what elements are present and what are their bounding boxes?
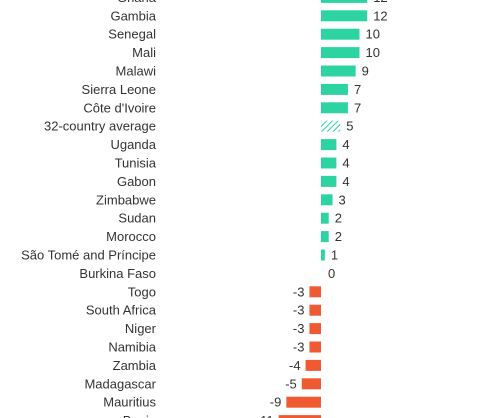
value-label: -11 [256,413,274,418]
category-label: Benin [123,413,156,418]
value-label: -3 [293,340,305,355]
category-label: Côte d'Ivoire [83,100,156,115]
value-label: 10 [366,27,380,42]
category-label: Tunisia [115,156,157,171]
labels-group: Ghana12Gambia12Senegal10Mali10Malawi9Sie… [21,0,388,418]
category-label: Uganda [110,137,156,152]
bar [321,194,333,206]
category-label: Madagascar [84,376,156,391]
value-label: 1 [331,248,338,263]
value-label: 2 [335,229,342,244]
value-label: -5 [285,376,297,391]
value-label: -9 [270,395,282,410]
bar [321,102,348,114]
category-label: Namibia [108,340,156,355]
bar [321,139,337,151]
category-label: Malawi [116,64,157,79]
bar [278,415,321,418]
value-label: 4 [342,174,349,189]
bar [301,378,321,390]
value-label: 5 [346,119,353,134]
average-bar [321,120,341,132]
category-label: Niger [125,321,157,336]
bar [286,396,321,408]
category-label: Gabon [117,174,156,189]
value-label: 10 [366,45,380,60]
bar [321,83,348,95]
bar [321,47,360,59]
value-label: -3 [293,321,305,336]
value-label: -3 [293,303,305,318]
category-label: Ghana [117,0,157,5]
category-label: São Tomé and Príncipe [21,248,156,263]
value-label: 12 [373,8,387,23]
value-label: 0 [328,266,335,281]
value-label: -4 [289,358,301,373]
bar [321,231,329,243]
bar [321,28,360,40]
value-label: 9 [362,64,369,79]
bar [309,341,321,353]
bar [309,286,321,298]
value-label: 7 [354,82,361,97]
value-label: 2 [335,211,342,226]
category-label: Zambia [113,358,157,373]
category-label: Mauritius [103,395,156,410]
bars-group [278,0,368,418]
bar [305,359,321,371]
value-label: 12 [373,0,387,5]
category-label: South Africa [86,303,157,318]
category-label: Sudan [118,211,156,226]
category-label: Morocco [106,229,156,244]
bar [321,175,337,187]
category-label: Burkina Faso [79,266,156,281]
value-label: -3 [293,284,305,299]
category-label: Senegal [108,27,156,42]
category-label: Zimbabwe [96,192,156,207]
bar [309,304,321,316]
category-label: Sierra Leone [82,82,156,97]
category-label: Togo [128,284,156,299]
bar [321,157,337,169]
bar [321,65,356,77]
bar [321,0,368,3]
value-label: 4 [342,137,349,152]
category-label: Gambia [110,8,156,23]
bar [321,10,368,22]
category-label: Mali [132,45,156,60]
bar [321,212,329,224]
value-label: 7 [354,100,361,115]
category-label: 32-country average [44,119,156,134]
value-label: 4 [342,156,349,171]
bar [321,249,325,261]
value-label: 3 [339,192,346,207]
bar [309,323,321,335]
